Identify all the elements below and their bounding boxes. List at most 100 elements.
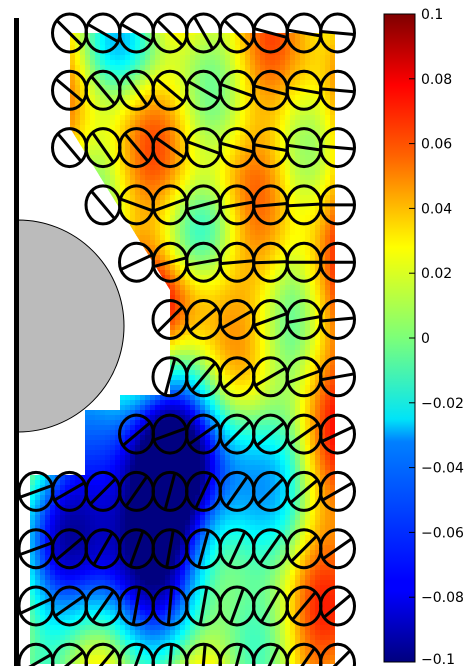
heatmap-cell xyxy=(210,235,216,241)
heatmap-cell xyxy=(300,185,306,191)
heatmap-cell xyxy=(175,225,181,231)
heatmap-cell xyxy=(130,60,136,66)
heatmap-cell xyxy=(35,155,41,161)
heatmap-cell xyxy=(180,80,186,86)
heatmap-cell xyxy=(160,230,166,236)
heatmap-cell xyxy=(145,145,151,151)
heatmap-cell xyxy=(300,285,306,291)
heatmap-cell xyxy=(290,315,296,321)
heatmap-cell xyxy=(120,425,126,431)
heatmap-cell xyxy=(215,280,221,286)
heatmap-cell xyxy=(310,340,316,346)
heatmap-cell xyxy=(265,330,271,336)
heatmap-cell xyxy=(140,230,146,236)
heatmap-cell xyxy=(260,270,266,276)
heatmap-cell xyxy=(295,100,301,106)
heatmap-cell xyxy=(95,425,101,431)
heatmap-cell xyxy=(150,50,156,56)
heatmap-cell xyxy=(255,175,261,181)
heatmap-cell xyxy=(195,210,201,216)
heatmap-cell xyxy=(160,340,166,346)
heatmap-cell xyxy=(330,200,335,206)
heatmap-cell xyxy=(225,140,231,146)
heatmap-cell xyxy=(145,260,151,266)
heatmap-cell xyxy=(270,345,276,351)
heatmap-cell xyxy=(215,125,221,131)
heatmap-cell xyxy=(260,400,266,406)
heatmap-cell xyxy=(175,190,181,196)
heatmap-cell xyxy=(125,285,131,291)
heatmap-cell xyxy=(215,240,221,246)
heatmap-cell xyxy=(260,395,266,401)
heatmap-cell xyxy=(120,120,126,126)
heatmap-cell xyxy=(125,355,131,361)
heatmap-cell xyxy=(315,160,321,166)
heatmap-cell xyxy=(240,225,246,231)
heatmap-cell xyxy=(240,310,246,316)
heatmap-cell xyxy=(275,95,281,101)
heatmap-cell xyxy=(195,110,201,116)
heatmap-cell xyxy=(175,355,181,361)
heatmap-cell xyxy=(200,285,206,291)
heatmap-cell xyxy=(150,295,156,301)
heatmap-cell xyxy=(155,180,161,186)
heatmap-cell xyxy=(310,385,316,391)
heatmap-cell xyxy=(230,140,236,146)
heatmap-cell xyxy=(245,105,251,111)
heatmap-cell xyxy=(330,100,335,106)
heatmap-cell xyxy=(330,265,335,271)
heatmap-cell xyxy=(240,405,246,411)
heatmap-cell xyxy=(185,350,191,356)
heatmap-cell xyxy=(55,65,61,71)
heatmap-cell xyxy=(145,250,151,256)
heatmap-cell xyxy=(110,405,116,411)
heatmap-cell xyxy=(30,200,31,206)
heatmap-cell xyxy=(120,35,126,41)
heatmap-cell xyxy=(215,120,221,126)
heatmap-cell xyxy=(215,235,221,241)
heatmap-cell xyxy=(235,345,241,351)
heatmap-cell xyxy=(200,135,206,141)
heatmap-cell xyxy=(150,165,156,171)
heatmap-cell xyxy=(285,405,291,411)
heatmap-cell xyxy=(275,125,281,131)
heatmap-cell xyxy=(55,85,61,91)
heatmap-cell xyxy=(190,145,196,151)
heatmap-cell xyxy=(125,420,131,426)
heatmap-cell xyxy=(180,35,186,41)
heatmap-cell xyxy=(165,225,171,231)
heatmap-cell xyxy=(115,275,121,281)
heatmap-cell xyxy=(260,110,266,116)
heatmap-cell xyxy=(145,350,151,356)
heatmap-cell xyxy=(120,45,126,51)
heatmap-cell xyxy=(135,345,141,351)
heatmap-cell xyxy=(230,245,236,251)
heatmap-cell xyxy=(140,110,146,116)
heatmap-cell xyxy=(105,40,111,46)
heatmap-cell xyxy=(150,335,156,341)
heatmap-cell xyxy=(175,360,181,366)
heatmap-cell xyxy=(190,350,196,356)
heatmap-cell xyxy=(160,160,166,166)
heatmap-cell xyxy=(155,255,161,261)
heatmap-cell xyxy=(30,60,31,66)
heatmap-cell xyxy=(210,335,216,341)
heatmap-cell xyxy=(190,365,196,371)
heatmap-cell xyxy=(120,285,126,291)
heatmap-cell xyxy=(80,170,86,176)
heatmap-cell xyxy=(315,335,321,341)
heatmap-cell xyxy=(215,410,221,416)
heatmap-cell xyxy=(175,60,181,66)
heatmap-cell xyxy=(275,295,281,301)
heatmap-cell xyxy=(330,80,335,86)
heatmap-cell xyxy=(80,235,86,241)
heatmap-cell xyxy=(170,310,176,316)
heatmap-cell xyxy=(330,195,335,201)
heatmap-cell xyxy=(260,250,266,256)
heatmap-cell xyxy=(305,40,311,46)
heatmap-cell xyxy=(250,330,256,336)
heatmap-cell xyxy=(100,250,106,256)
heatmap-cell xyxy=(260,35,266,41)
heatmap-cell xyxy=(175,145,181,151)
heatmap-cell xyxy=(190,115,196,121)
